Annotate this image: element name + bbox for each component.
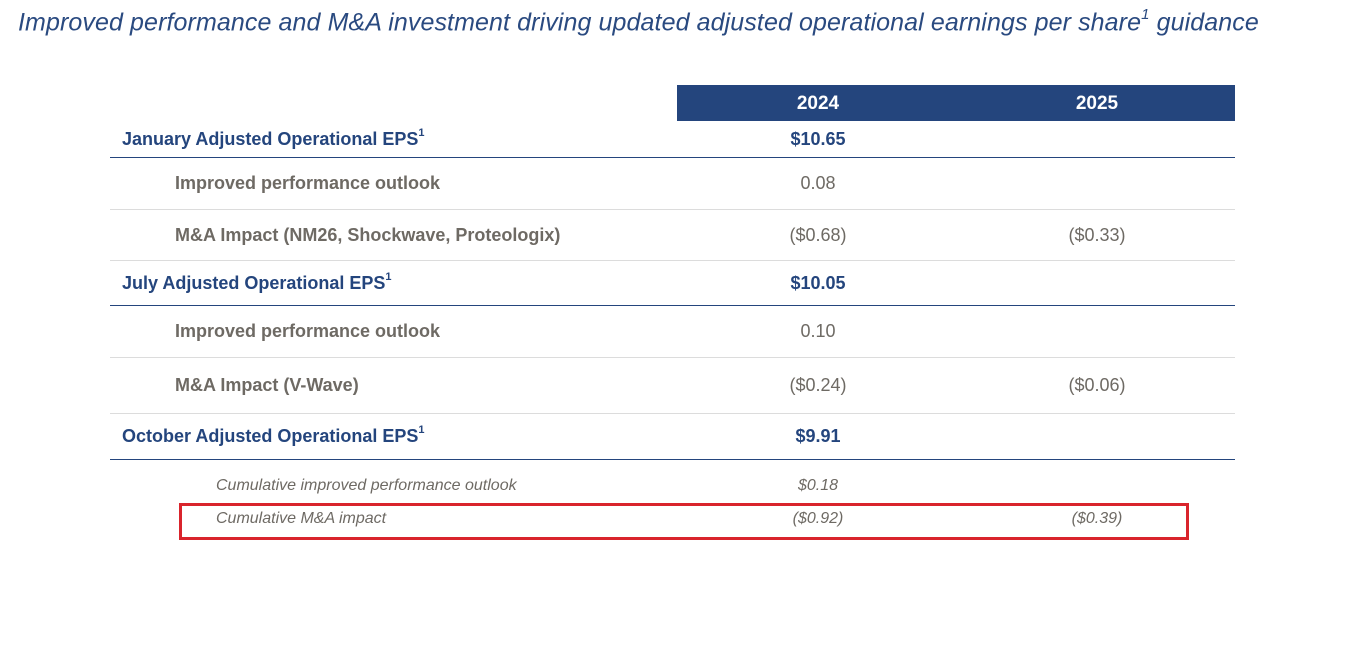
table-header: 2024 2025: [677, 85, 1235, 121]
row-label: January Adjusted Operational EPS: [122, 129, 419, 149]
table-row: M&A Impact (V-Wave) ($0.24) ($0.06): [110, 357, 1235, 414]
row-label: Cumulative M&A impact: [216, 510, 387, 527]
table-row-cumulative-ma: Cumulative M&A impact ($0.92) ($0.39): [110, 503, 1235, 533]
column-header-2024: 2024: [796, 93, 840, 114]
page-title: Improved performance and M&A investment …: [18, 6, 1259, 37]
value-2024: ($0.68): [789, 225, 847, 245]
table-row-cumulative-performance: Cumulative improved performance outlook …: [110, 470, 1235, 500]
column-header-2025: 2025: [1075, 93, 1119, 114]
row-label: Improved performance outlook: [175, 173, 441, 193]
row-label: Cumulative improved performance outlook: [216, 477, 517, 494]
value-2024: $0.18: [797, 477, 839, 494]
row-label: Improved performance outlook: [175, 321, 441, 341]
value-2025: ($0.06): [1068, 375, 1126, 395]
table-row: M&A Impact (NM26, Shockwave, Proteologix…: [110, 209, 1235, 261]
value-2024: 0.10: [800, 321, 836, 341]
value-2024: ($0.92): [792, 510, 844, 527]
row-label: October Adjusted Operational EPS: [122, 426, 419, 446]
value-2024: $9.91: [795, 426, 841, 446]
value-2024: 0.08: [800, 173, 836, 193]
highlight-box: [179, 503, 1189, 540]
value-2024: ($0.24): [789, 375, 847, 395]
value-2024: $10.65: [790, 129, 846, 149]
table-row: Improved performance outlook 0.10: [110, 305, 1235, 358]
table-row-october-eps: October Adjusted Operational EPS1 $9.91: [110, 413, 1235, 460]
table-row-july-eps: July Adjusted Operational EPS1 $10.05: [110, 260, 1235, 306]
value-2024: $10.05: [790, 273, 846, 293]
value-2025: ($0.33): [1068, 225, 1126, 245]
table-row: Improved performance outlook 0.08: [110, 157, 1235, 210]
row-label: M&A Impact (NM26, Shockwave, Proteologix…: [175, 225, 561, 245]
table-row-january-eps: January Adjusted Operational EPS1 $10.65: [110, 121, 1235, 158]
row-label: July Adjusted Operational EPS: [122, 273, 386, 293]
value-2025: ($0.39): [1071, 510, 1123, 527]
row-label: M&A Impact (V-Wave): [175, 375, 359, 395]
